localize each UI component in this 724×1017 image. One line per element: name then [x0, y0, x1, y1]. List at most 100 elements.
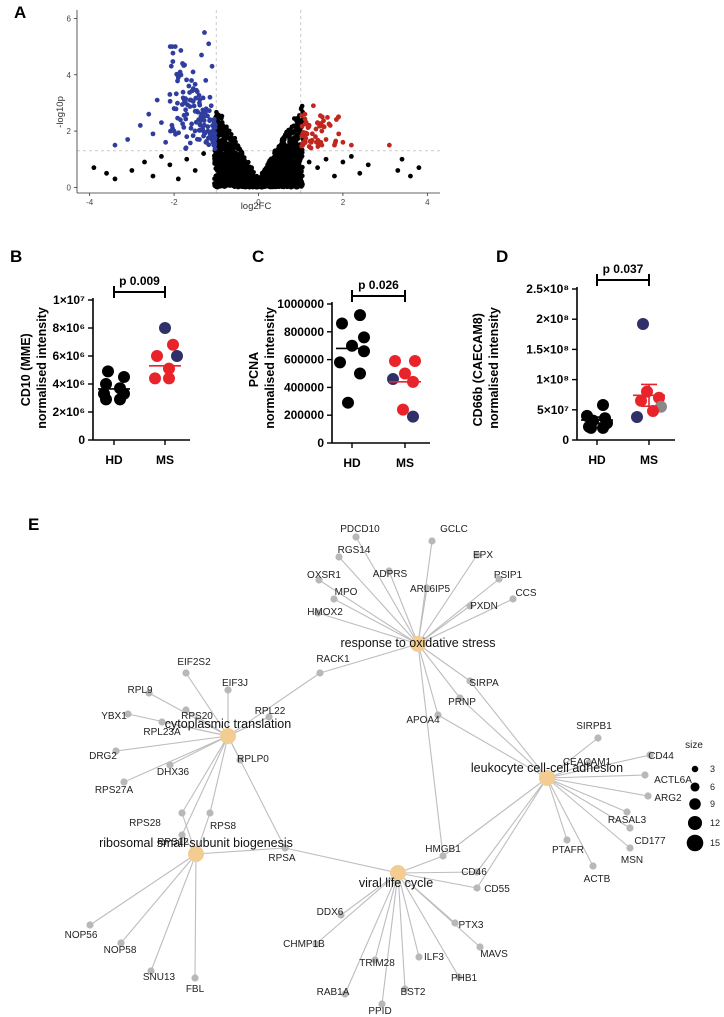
up-point — [318, 139, 324, 145]
category-label-hd: HD — [343, 456, 361, 470]
ns-point — [261, 178, 266, 183]
ns-point — [214, 109, 219, 115]
gene-label-nop58: NOP58 — [104, 945, 137, 956]
y-tick-label: 6 — [67, 14, 72, 23]
down-point — [194, 108, 200, 114]
data-point-hd — [114, 393, 126, 406]
edge-psip1-oxidative — [417, 578, 500, 645]
ns-point — [253, 176, 258, 181]
ns-point — [290, 138, 296, 144]
gene-node-rpl22 — [265, 713, 273, 721]
y-tick-label: 1×10⁸ — [536, 373, 569, 387]
ns-point — [296, 165, 302, 170]
ns-point — [167, 162, 173, 168]
up-point — [300, 140, 306, 146]
gene-concept-network: PDCD10 GCLC RGS14 EPX ADPRS OXSR1 PSIP1 ARL6IP5… — [65, 524, 720, 1017]
gene-label-hmgb1: HMGB1 — [425, 844, 461, 855]
down-point — [112, 142, 118, 148]
down-point — [207, 118, 213, 124]
gene-node-cd55 — [473, 884, 481, 892]
ns-point — [224, 124, 229, 130]
ns-point — [267, 162, 273, 167]
ns-point — [399, 156, 405, 162]
ns-point — [223, 159, 229, 164]
gene-label-pdcd10: PDCD10 — [340, 524, 380, 535]
ns-point — [232, 135, 238, 141]
gene-label-cd177: CD177 — [634, 836, 666, 847]
p-value-label: p 0.009 — [119, 274, 160, 288]
down-point — [183, 146, 189, 151]
edge-snu13-ribosomal — [150, 853, 197, 972]
panel-label-e: E — [28, 515, 39, 534]
data-point-hd — [118, 371, 130, 383]
y-tick-label: 1000000 — [277, 297, 324, 311]
edge-phb1-viral — [397, 872, 460, 978]
ns-point — [228, 137, 234, 143]
data-point-ms — [637, 318, 649, 331]
y-tick-label: 2×10⁸ — [536, 312, 569, 326]
y-tick-label: 4 — [67, 71, 72, 80]
edge-rps12-translation — [181, 735, 229, 836]
down-point — [202, 130, 208, 136]
edge-actl6a-adhesion — [546, 774, 646, 779]
edge-cd177-adhesion — [546, 777, 631, 829]
gene-node-ddx6 — [337, 911, 345, 919]
gene-node-rack1 — [316, 669, 324, 677]
gene-node-rps27a — [120, 778, 128, 786]
ns-point — [227, 178, 233, 183]
legend-label-9: 9 — [710, 799, 715, 809]
data-point-hd — [102, 365, 114, 378]
edge-arl6ip5-oxidative — [417, 587, 428, 645]
down-point — [184, 77, 189, 83]
gene-node-cd46 — [473, 868, 481, 876]
gene-label-ppid: PPID — [368, 1006, 391, 1017]
gene-node-gclc — [428, 537, 436, 545]
down-point — [172, 44, 178, 49]
x-tick-label: 0 — [256, 198, 261, 207]
term-node-oxidative — [410, 636, 426, 652]
gene-node-prnp — [456, 694, 464, 702]
down-point — [183, 116, 189, 122]
data-point-hd — [354, 309, 366, 322]
edge-rpl23a-translation — [161, 721, 229, 737]
ns-point — [279, 172, 285, 177]
gene-label-rps27a: RPS27A — [95, 785, 134, 796]
gene-node-actb — [589, 862, 597, 870]
down-point — [197, 102, 203, 108]
ns-point — [235, 167, 241, 172]
legend-size-6 — [690, 782, 700, 792]
edge-rps28-translation — [181, 735, 229, 814]
gene-node-rpsa — [281, 844, 289, 852]
y-tick-label: 600000 — [284, 353, 324, 367]
gene-label-rpsa: RPSA — [268, 853, 296, 864]
down-point — [150, 131, 156, 137]
term-node-translation — [220, 728, 236, 744]
gene-label-chmp1b: CHMP1B — [283, 939, 325, 950]
gene-label-rps20: RPS20 — [181, 711, 213, 722]
down-point — [188, 125, 194, 131]
gene-label-actb: ACTB — [584, 874, 611, 885]
ns-point — [282, 161, 288, 167]
down-point — [191, 103, 197, 109]
y-tick-label: 8×10⁶ — [52, 321, 85, 335]
ns-point — [219, 179, 224, 185]
category-label-ms: MS — [640, 453, 658, 467]
data-point-ms — [389, 354, 401, 367]
ns-point — [228, 155, 233, 161]
gene-label-dhx36: DHX36 — [157, 767, 190, 778]
down-point — [125, 137, 131, 142]
up-point — [314, 120, 320, 126]
ns-point — [257, 180, 263, 186]
ns-point — [276, 157, 282, 162]
gene-label-ilf3: ILF3 — [424, 952, 444, 963]
down-point — [177, 69, 183, 75]
ns-point — [112, 176, 118, 182]
data-point-ms — [387, 373, 399, 386]
down-point — [202, 30, 207, 35]
gene-node-sirpa — [466, 677, 474, 685]
ns-point — [91, 165, 97, 171]
down-point — [206, 41, 212, 47]
y-tick-label: 2×10⁶ — [52, 405, 85, 419]
down-point — [199, 52, 204, 58]
gene-label-apoa4: APOA4 — [406, 715, 440, 726]
